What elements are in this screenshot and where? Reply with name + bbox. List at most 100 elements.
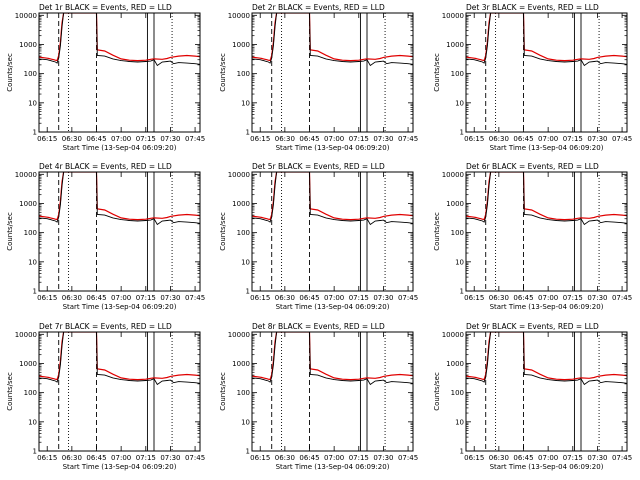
x-tick-label: 07:45 <box>185 135 205 143</box>
series-events-line <box>252 172 413 226</box>
y-tick-label: 1 <box>33 129 37 137</box>
plot-frame <box>465 12 628 133</box>
x-tick-label: 07:30 <box>587 294 607 302</box>
x-tick-label: 07:15 <box>563 135 583 143</box>
y-axis-label: Counts/sec <box>219 372 227 411</box>
panel-title: Det 2r BLACK = Events, RED = LLD <box>252 3 385 12</box>
x-tick-label: 06:30 <box>62 454 82 462</box>
y-tick-label: 1000 <box>232 41 250 49</box>
x-tick-label: 06:30 <box>489 454 509 462</box>
series-lld-line <box>466 172 627 221</box>
y-tick-label: 100 <box>237 229 250 237</box>
series-lld-line <box>466 13 627 62</box>
y-tick-label: 10000 <box>442 171 464 179</box>
x-tick-label: 07:30 <box>373 135 393 143</box>
x-tick-label: 06:15 <box>37 454 57 462</box>
series-events-line <box>466 13 627 67</box>
x-tick-label: 07:00 <box>111 294 131 302</box>
panel-1: 1 10 100 1000 10000 06:15 06:30 06:45 07:00 07:15… <box>6 3 205 152</box>
x-tick-label: 07:30 <box>160 454 180 462</box>
x-tick-label: 06:15 <box>37 135 57 143</box>
x-tick-label: 07:00 <box>538 294 558 302</box>
y-tick-label: 100 <box>24 229 37 237</box>
x-tick-label: 07:45 <box>398 294 418 302</box>
x-tick-label: 07:45 <box>398 135 418 143</box>
x-axis-label: Start Time (13-Sep-04 06:09:20) <box>276 303 390 311</box>
x-tick-label: 07:30 <box>160 294 180 302</box>
panel-data <box>252 13 413 132</box>
x-tick-label: 06:30 <box>489 294 509 302</box>
series-events-line <box>252 332 413 386</box>
y-tick-label: 1 <box>460 288 464 296</box>
y-tick-label: 100 <box>451 389 464 397</box>
x-tick-label: 07:00 <box>324 294 344 302</box>
x-tick-label: 07:15 <box>136 454 156 462</box>
plot-frame <box>251 331 414 452</box>
panel-8: 1 10 100 1000 10000 06:15 06:30 06:45 07:00 07:15… <box>219 322 418 471</box>
y-tick-label: 10 <box>455 418 464 426</box>
x-tick-label: 06:30 <box>62 135 82 143</box>
plot-frame <box>38 171 201 292</box>
x-tick-label: 06:15 <box>464 294 484 302</box>
panel-title: Det 8r BLACK = Events, RED = LLD <box>252 322 385 331</box>
y-tick-label: 10 <box>28 258 37 266</box>
series-events-line <box>39 172 200 226</box>
x-tick-label: 06:15 <box>464 454 484 462</box>
x-tick-label: 06:15 <box>250 135 270 143</box>
y-axis-label: Counts/sec <box>433 53 441 92</box>
x-tick-label: 07:00 <box>111 454 131 462</box>
x-tick-label: 07:00 <box>324 135 344 143</box>
panel-9: 1 10 100 1000 10000 06:15 06:30 06:45 07:00 07:15… <box>433 322 632 471</box>
series-lld-line <box>39 332 200 381</box>
y-tick-label: 1000 <box>19 200 37 208</box>
series-events-line <box>252 13 413 67</box>
plot-frame <box>251 12 414 133</box>
y-axis-label: Counts/sec <box>219 53 227 92</box>
panel-data <box>252 332 413 451</box>
y-tick-label: 1 <box>246 448 250 456</box>
x-tick-label: 07:45 <box>612 454 632 462</box>
series-events-line <box>39 13 200 67</box>
panel-title: Det 4r BLACK = Events, RED = LLD <box>39 162 172 171</box>
x-tick-label: 07:15 <box>563 294 583 302</box>
x-tick-label: 07:15 <box>349 294 369 302</box>
panel-7: 1 10 100 1000 10000 06:15 06:30 06:45 07:00 07:15… <box>6 322 205 471</box>
y-tick-label: 10000 <box>15 331 37 339</box>
y-tick-label: 10 <box>455 99 464 107</box>
x-tick-label: 06:45 <box>86 454 106 462</box>
series-events-line <box>466 332 627 386</box>
panel-6: 1 10 100 1000 10000 06:15 06:30 06:45 07:00 07:15… <box>433 162 632 311</box>
x-tick-label: 07:45 <box>185 294 205 302</box>
plot-frame <box>38 331 201 452</box>
panel-3: 1 10 100 1000 10000 06:15 06:30 06:45 07:00 07:15… <box>433 3 632 152</box>
panel-data <box>466 332 627 451</box>
panel-data <box>39 172 200 291</box>
y-axis-label: Counts/sec <box>6 212 14 251</box>
panel-5: 1 10 100 1000 10000 06:15 06:30 06:45 07:00 07:15… <box>219 162 418 311</box>
x-axis-label: Start Time (13-Sep-04 06:09:20) <box>490 303 604 311</box>
y-tick-label: 100 <box>451 229 464 237</box>
y-tick-label: 10000 <box>442 12 464 20</box>
x-tick-label: 06:30 <box>275 294 295 302</box>
x-axis-label: Start Time (13-Sep-04 06:09:20) <box>63 303 177 311</box>
x-axis-label: Start Time (13-Sep-04 06:09:20) <box>63 144 177 152</box>
x-tick-label: 07:15 <box>136 135 156 143</box>
y-axis-label: Counts/sec <box>6 372 14 411</box>
x-tick-label: 07:30 <box>160 135 180 143</box>
panel-title: Det 7r BLACK = Events, RED = LLD <box>39 322 172 331</box>
x-tick-label: 06:30 <box>275 454 295 462</box>
plot-frame <box>251 171 414 292</box>
y-tick-label: 1000 <box>19 360 37 368</box>
x-axis-label: Start Time (13-Sep-04 06:09:20) <box>276 463 390 471</box>
series-lld-line <box>252 13 413 62</box>
panel-data <box>252 172 413 291</box>
y-tick-label: 10 <box>241 99 250 107</box>
y-axis-label: Counts/sec <box>433 212 441 251</box>
panel-data <box>466 172 627 291</box>
y-tick-label: 1000 <box>446 41 464 49</box>
x-tick-label: 07:15 <box>563 454 583 462</box>
x-tick-label: 07:00 <box>538 135 558 143</box>
y-tick-label: 100 <box>24 70 37 78</box>
x-tick-label: 07:15 <box>349 135 369 143</box>
y-tick-label: 10000 <box>228 12 250 20</box>
